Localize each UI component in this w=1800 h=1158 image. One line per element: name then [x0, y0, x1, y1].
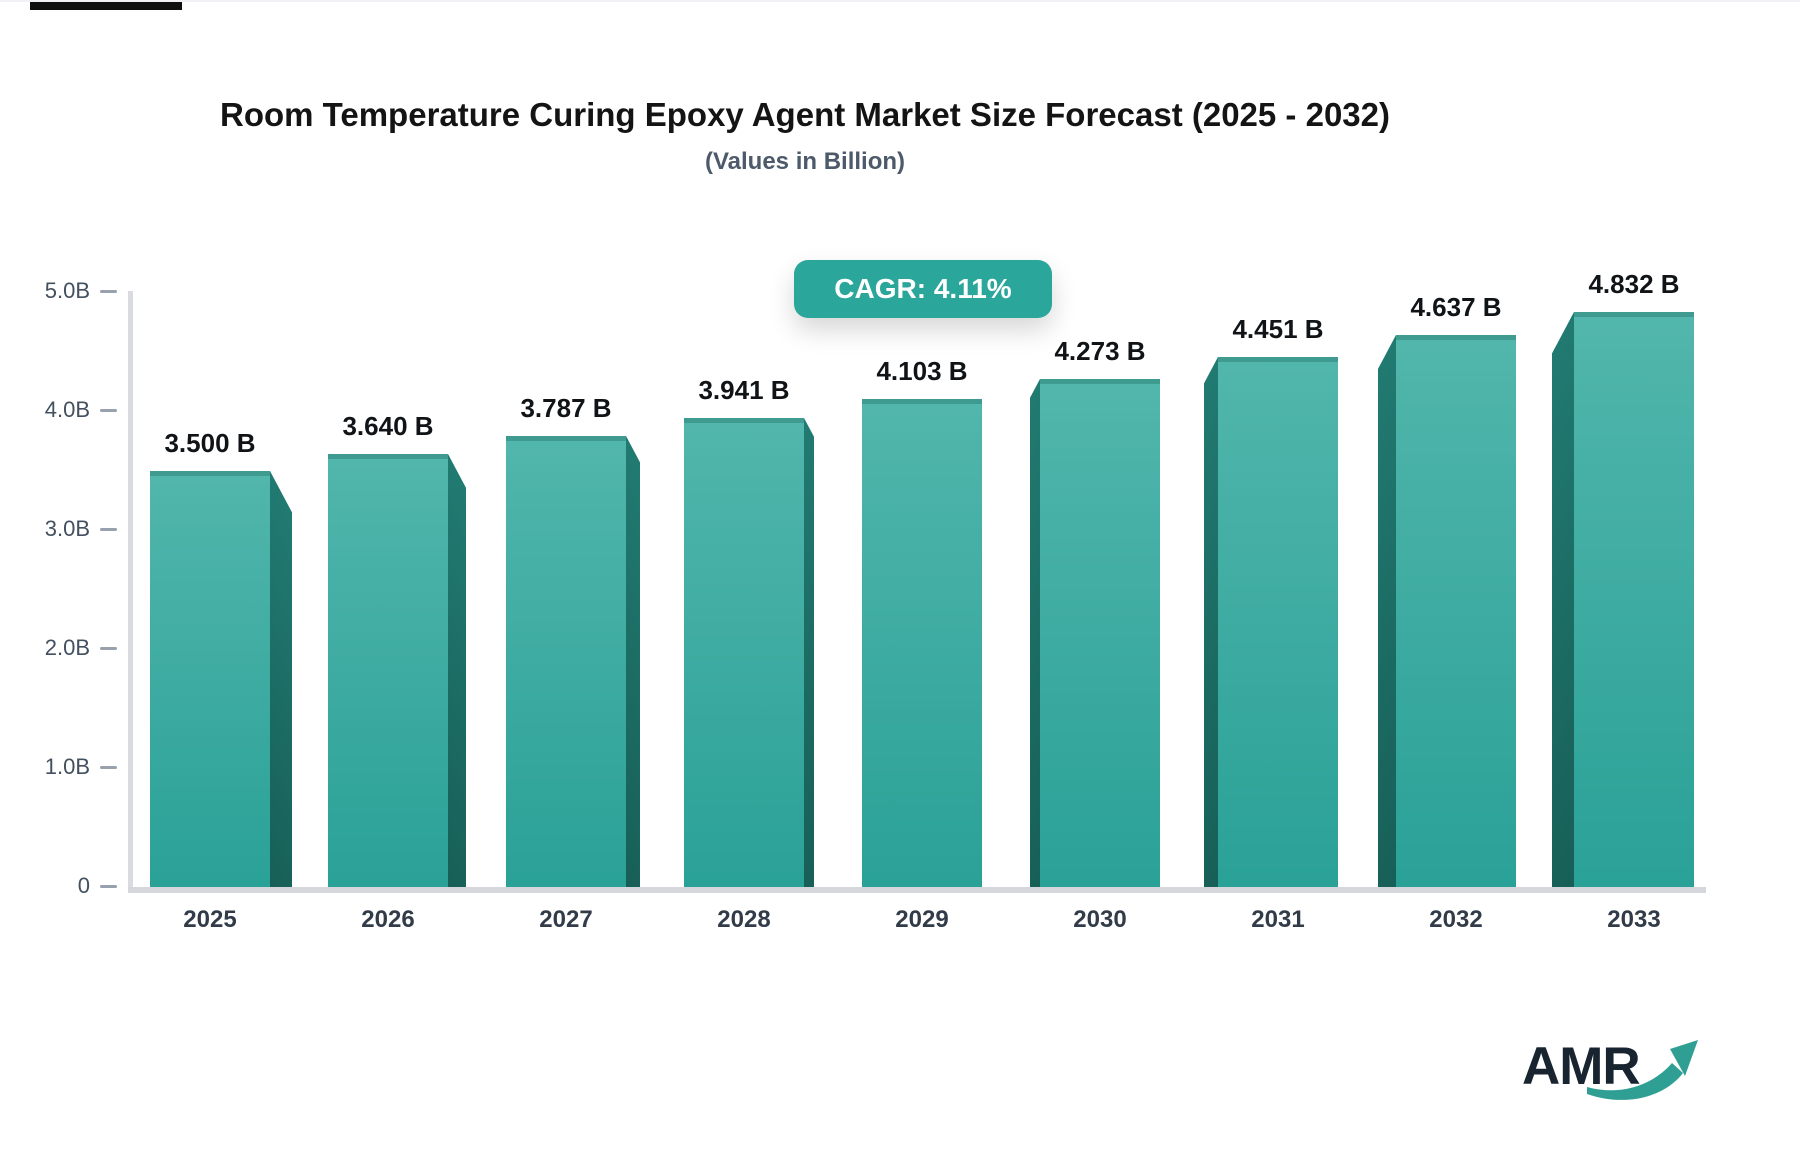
x-axis-label-2028: 2028 — [717, 906, 771, 933]
bar-2029 — [862, 398, 982, 887]
cagr-badge: CAGR: 4.11% — [794, 260, 1052, 318]
y-axis-line — [128, 291, 133, 888]
x-axis-label-2025: 2025 — [183, 906, 237, 933]
chart-header: Room Temperature Curing Epoxy Agent Mark… — [220, 96, 1390, 176]
y-tick-label: 2.0B — [44, 635, 90, 660]
bar-value-label: 3.640 B — [342, 410, 434, 441]
bar-2025 — [150, 470, 270, 887]
bar-top-edge — [1574, 311, 1694, 317]
x-axis-label-2029: 2029 — [895, 906, 949, 933]
x-axis-label-2027: 2027 — [539, 906, 593, 933]
y-tick-mark — [100, 885, 117, 888]
bar-top-edge — [1218, 357, 1338, 363]
y-tick-label: 5.0B — [44, 278, 90, 303]
plot-area — [0, 242, 1800, 887]
bar-top-edge — [150, 470, 270, 476]
bar-side-2025 — [270, 470, 292, 887]
growth-arrow-icon — [1587, 1040, 1698, 1100]
bar-side-2031 — [1204, 357, 1218, 887]
bar-value-label: 4.637 B — [1410, 292, 1502, 323]
y-tick-mark — [100, 647, 117, 650]
x-axis-label-2026: 2026 — [361, 906, 415, 933]
bar-side-2026 — [448, 453, 466, 887]
bar-2033 — [1574, 311, 1694, 887]
y-tick-mark — [100, 528, 117, 531]
chart-subtitle: (Values in Billion) — [704, 148, 906, 175]
bar-value-label: 4.273 B — [1054, 335, 1146, 366]
y-tick-mark — [100, 766, 117, 769]
amr-logo-text: AMR — [1522, 1037, 1641, 1096]
bar-value-label: 4.103 B — [876, 355, 968, 386]
bar-side-2027 — [626, 436, 640, 887]
bar-2028 — [684, 418, 804, 887]
bar-top-edge — [1396, 335, 1516, 341]
x-axis-label-2031: 2031 — [1251, 906, 1305, 933]
bar-2031 — [1218, 357, 1338, 887]
y-tick-label: 0 — [77, 873, 90, 898]
bar-value-label: 3.500 B — [164, 427, 256, 458]
bar-top-edge — [1040, 378, 1160, 384]
bar-side-2032 — [1378, 335, 1396, 887]
bar-top-edge — [862, 398, 982, 404]
cagr-label: CAGR: 4.11% — [834, 273, 1012, 304]
bar-2026 — [328, 453, 448, 887]
bar-2027 — [506, 436, 626, 887]
amr-logo: AMR — [1522, 1036, 1722, 1114]
x-axis-label-2032: 2032 — [1429, 906, 1483, 933]
y-tick-label: 1.0B — [44, 754, 90, 779]
x-axis-line — [128, 887, 1706, 893]
bar-side-2028 — [804, 418, 814, 887]
chart-title: Room Temperature Curing Epoxy Agent Mark… — [219, 96, 1391, 133]
bar-top-edge — [506, 436, 626, 442]
top-left-strip — [30, 2, 182, 10]
bar-2030 — [1040, 378, 1160, 887]
x-axis-label-2030: 2030 — [1073, 906, 1127, 933]
bar-side-2030 — [1030, 378, 1040, 887]
bar-side-2033 — [1552, 311, 1574, 887]
bar-value-label: 3.941 B — [698, 375, 790, 406]
bar-top-edge — [684, 418, 804, 424]
y-tick-mark — [100, 409, 117, 412]
y-tick-label: 3.0B — [44, 516, 90, 541]
y-tick-mark — [100, 290, 117, 293]
bar-top-edge — [328, 453, 448, 459]
bar-value-label: 4.832 B — [1588, 268, 1680, 299]
bar-value-label: 4.451 B — [1232, 314, 1324, 345]
y-tick-label: 4.0B — [44, 397, 90, 422]
x-axis-label-2033: 2033 — [1607, 906, 1661, 933]
bar-value-label: 3.787 B — [520, 393, 612, 424]
bar-2032 — [1396, 335, 1516, 887]
